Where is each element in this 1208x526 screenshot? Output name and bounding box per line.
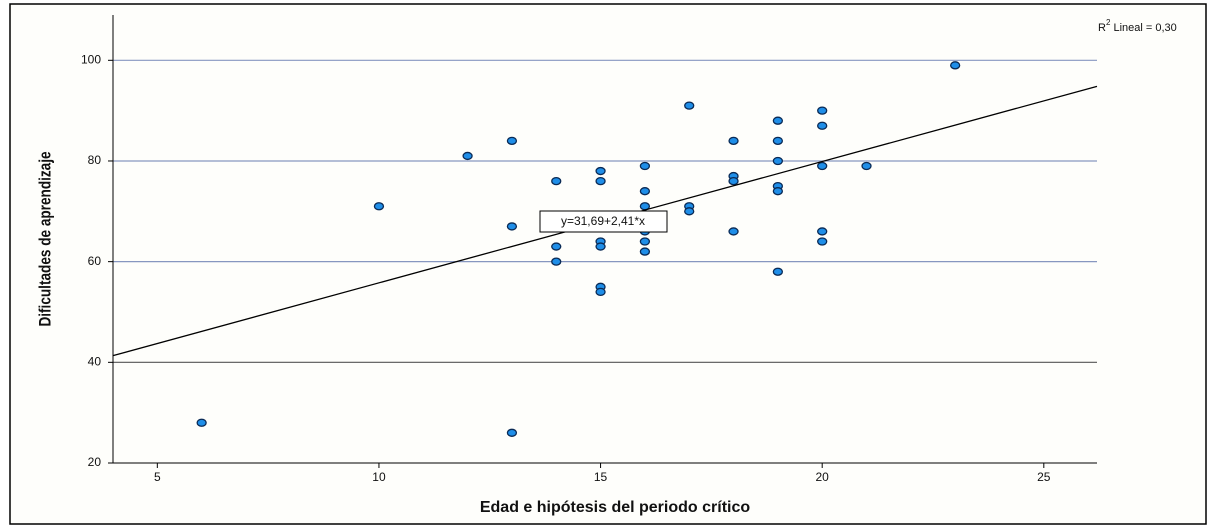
point: [196, 418, 207, 427]
point: [684, 207, 695, 216]
point: [506, 222, 518, 231]
x-axis-label: Edad e hipótesis del periodo crítico: [480, 499, 751, 516]
point: [817, 106, 828, 115]
r2-rest: Lineal = 0,30: [1110, 22, 1176, 34]
point: [728, 136, 739, 145]
point: [595, 242, 606, 251]
y-tick-label: 100: [81, 52, 101, 66]
point: [551, 176, 562, 186]
point: [728, 227, 739, 236]
point: [684, 101, 695, 110]
y-tick-label: 40: [88, 354, 102, 368]
fit-label-box: [539, 210, 668, 233]
point: [817, 121, 828, 130]
frame: [9, 3, 1207, 525]
point: [772, 267, 784, 276]
point: [772, 187, 784, 196]
point: [595, 287, 606, 297]
x-tick-label: 10: [372, 470, 386, 484]
x-tick-label: 15: [594, 470, 608, 484]
point: [551, 242, 562, 251]
point: [462, 151, 473, 161]
fit-label: y=31,69+2,41*x: [561, 214, 645, 228]
point: [772, 156, 784, 166]
r2-label: R2 Lineal = 0,30: [1098, 18, 1177, 34]
y-tick-label: 60: [88, 254, 102, 268]
point: [772, 136, 784, 145]
point: [639, 247, 651, 256]
point: [817, 161, 828, 171]
point: [950, 61, 961, 70]
point: [728, 176, 739, 186]
point: [506, 428, 518, 437]
point: [772, 116, 784, 125]
x-tick-label: 20: [816, 470, 830, 484]
point: [551, 257, 562, 266]
point: [639, 187, 651, 196]
point: [506, 136, 518, 145]
r2-base: R: [1098, 22, 1106, 34]
point: [861, 161, 872, 171]
y-tick-label: 80: [88, 153, 102, 167]
point: [639, 237, 651, 246]
y-axis-label: Dificultades de aprendizaje: [36, 151, 55, 327]
point: [639, 161, 651, 171]
y-tick-label: 20: [88, 455, 102, 469]
r2-sup: 2: [1106, 18, 1111, 27]
point: [817, 227, 828, 236]
x-tick-label: 5: [154, 470, 161, 484]
x-tick-label: 25: [1037, 470, 1051, 484]
point: [817, 237, 828, 246]
point: [595, 166, 606, 176]
point: [595, 176, 606, 186]
point: [373, 202, 385, 211]
